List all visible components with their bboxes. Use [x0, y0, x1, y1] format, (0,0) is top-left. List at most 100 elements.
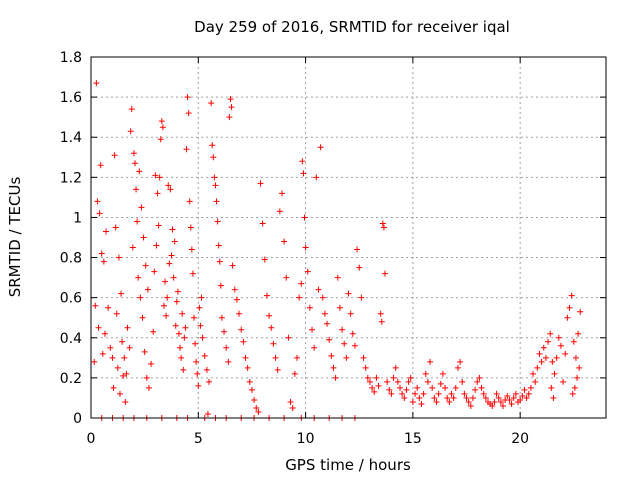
y-tick-label: 0.4	[60, 331, 82, 347]
data-point	[296, 294, 303, 301]
y-tick-label: 0	[73, 411, 82, 427]
data-point	[553, 354, 560, 361]
data-point	[399, 390, 406, 397]
data-point	[97, 162, 104, 169]
data-point	[130, 150, 137, 157]
data-point	[144, 286, 151, 293]
data-point	[109, 354, 116, 361]
data-point	[138, 204, 145, 211]
data-point	[112, 224, 119, 231]
y-tick-label: 0.2	[60, 371, 82, 387]
data-point	[422, 370, 429, 377]
data-point	[435, 390, 442, 397]
data-point	[100, 258, 107, 265]
data-point	[208, 100, 215, 107]
data-point	[381, 270, 388, 277]
data-point	[369, 384, 376, 391]
data-point	[549, 358, 556, 365]
data-point	[206, 378, 213, 385]
data-point	[231, 286, 238, 293]
data-point	[212, 182, 219, 189]
data-point	[129, 244, 136, 251]
data-point	[519, 392, 526, 399]
y-tick-label: 1.8	[60, 50, 82, 66]
data-point	[392, 364, 399, 371]
data-point	[476, 374, 483, 381]
data-point	[545, 338, 552, 345]
data-point	[172, 322, 179, 329]
data-point	[489, 402, 496, 409]
data-point	[341, 340, 348, 347]
data-point	[218, 314, 225, 321]
data-point	[345, 290, 352, 297]
data-point	[433, 398, 440, 405]
data-point	[211, 174, 218, 181]
plot-frame	[90, 56, 607, 419]
data-point	[336, 304, 343, 311]
data-point	[215, 242, 222, 249]
data-point	[162, 278, 169, 285]
data-point	[278, 190, 285, 197]
data-point	[439, 370, 446, 377]
data-point	[107, 344, 114, 351]
data-point	[140, 234, 147, 241]
data-point	[93, 80, 100, 87]
data-point	[321, 310, 328, 317]
data-point	[154, 190, 161, 197]
data-point	[409, 398, 416, 405]
data-point	[133, 186, 140, 193]
data-point	[91, 358, 98, 365]
data-point	[394, 378, 401, 385]
data-point	[313, 174, 320, 181]
data-point	[116, 390, 123, 397]
data-point	[577, 308, 584, 315]
data-point	[497, 398, 504, 405]
data-point	[521, 386, 528, 393]
data-point	[196, 304, 203, 311]
y-tick-label: 1.6	[60, 90, 82, 106]
data-point	[482, 394, 489, 401]
data-point	[500, 402, 506, 409]
chart-title: Day 259 of 2016, SRMTID for receiver iqa…	[194, 18, 510, 36]
data-point	[474, 378, 481, 385]
data-point	[185, 110, 192, 117]
data-point	[506, 396, 513, 403]
data-point	[517, 396, 524, 403]
data-point	[156, 174, 163, 181]
data-point	[397, 384, 403, 391]
data-point	[227, 96, 234, 103]
data-point	[141, 348, 148, 355]
data-point	[163, 312, 170, 319]
data-point	[299, 158, 306, 165]
data-point	[317, 144, 324, 151]
data-point	[148, 360, 155, 367]
data-point	[536, 350, 543, 357]
data-point	[169, 226, 176, 233]
data-point	[139, 314, 146, 321]
data-point	[164, 294, 171, 301]
data-point	[261, 256, 268, 263]
data-point	[183, 146, 190, 153]
data-point	[111, 152, 118, 159]
data-point	[155, 222, 162, 229]
data-point	[564, 314, 571, 321]
data-point	[373, 374, 380, 381]
data-point	[119, 338, 126, 345]
data-point	[128, 106, 135, 113]
data-point	[302, 244, 309, 251]
data-point	[527, 384, 534, 391]
data-point	[238, 326, 245, 333]
data-point	[270, 340, 277, 347]
data-point	[454, 364, 461, 371]
data-point	[122, 398, 129, 405]
data-point	[572, 354, 579, 361]
data-point	[263, 292, 270, 299]
data-point	[189, 270, 196, 277]
data-point	[127, 128, 134, 135]
data-point	[568, 292, 575, 299]
y-tick-label: 1.2	[60, 170, 82, 186]
data-point	[174, 288, 181, 295]
data-point	[223, 344, 230, 351]
data-point	[233, 296, 240, 303]
data-point	[431, 394, 438, 401]
